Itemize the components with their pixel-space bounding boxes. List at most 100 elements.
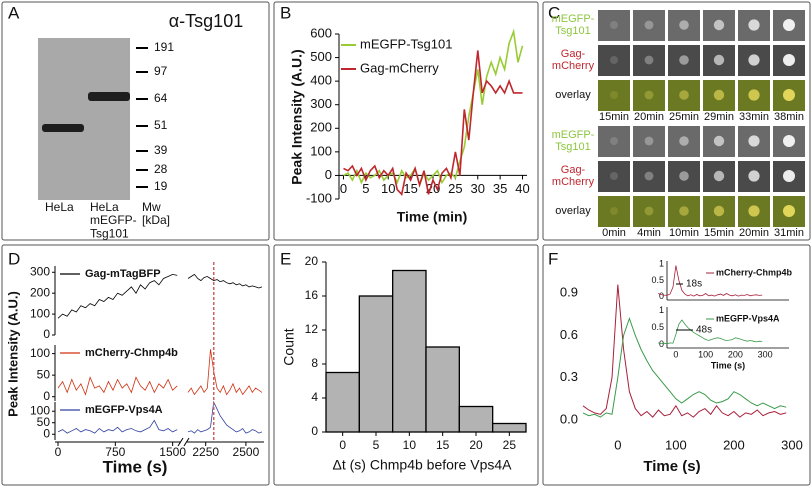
- x-tick-label: 35: [493, 181, 507, 196]
- y-tick-label: 4: [311, 390, 318, 404]
- inset-y-tick-label: 0.5: [651, 322, 664, 332]
- time-label: 0min: [602, 227, 626, 239]
- image-spot: [783, 170, 795, 182]
- image-spot: [748, 205, 760, 217]
- x-tick-label: 30: [471, 181, 485, 196]
- y-tick-label: 16: [305, 288, 319, 302]
- legend-label: mCherry-Chmp4b: [716, 267, 793, 277]
- image-spot: [644, 171, 654, 181]
- x-tick-label: 20: [469, 438, 483, 452]
- x-tick-label: 2500: [233, 445, 260, 459]
- inset-y-tick-label: 0.5: [651, 275, 664, 285]
- image-spot: [610, 91, 618, 99]
- data-line: [343, 50, 523, 196]
- image-cell: [668, 80, 700, 111]
- data-line: [57, 419, 178, 434]
- image-cell: [633, 80, 665, 111]
- image-spot: [713, 19, 725, 31]
- row-label: Gag-mCherry: [552, 48, 595, 72]
- histogram-bar: [358, 295, 394, 433]
- x-tick-label: 0: [339, 438, 346, 452]
- y-tick-label: 20: [305, 254, 319, 268]
- y-tick-label: 0.3: [560, 369, 578, 384]
- image-spot: [713, 170, 725, 182]
- x-tick-label: 10: [403, 438, 417, 452]
- image-spot: [610, 21, 618, 29]
- image-cell: [668, 196, 700, 227]
- row-label: Gag-mCherry: [552, 164, 595, 188]
- y-tick-label: 200: [30, 285, 50, 299]
- y-axis-label: Peak Intensity (A.U.): [5, 291, 20, 417]
- histogram-bar: [392, 269, 427, 433]
- image-spot: [679, 90, 689, 100]
- image-cell: [633, 126, 665, 157]
- y-tick-label: 0.6: [560, 327, 578, 342]
- y-tick-label: -100: [306, 190, 332, 205]
- image-cell: [633, 161, 665, 192]
- image-spot: [610, 207, 618, 215]
- time-label: 10min: [669, 227, 699, 239]
- panel-letter: F: [548, 249, 558, 268]
- y-tick-label: 200: [310, 120, 332, 135]
- y-tick-label: 0.9: [560, 285, 578, 300]
- image-cell: [668, 161, 700, 192]
- image-cell: [598, 80, 630, 111]
- data-line: [582, 316, 787, 418]
- image-spot: [610, 137, 618, 145]
- time-label: 29min: [704, 111, 734, 123]
- x-axis-label: Time (s): [103, 457, 168, 476]
- y-tick-label: 0: [43, 389, 50, 403]
- x-tick-label: 10: [381, 181, 395, 196]
- data-line: [658, 319, 763, 345]
- time-label: 31min: [774, 227, 804, 239]
- data-line: [343, 28, 524, 188]
- data-line: [187, 349, 263, 396]
- blot-band: [42, 124, 84, 132]
- image-spot: [644, 20, 654, 30]
- x-axis-label: Δt (s) Chmp4b before Vps4A: [333, 457, 513, 473]
- panel-letter: C: [548, 3, 560, 22]
- row-label: mEGFP-Tsg101: [552, 13, 595, 37]
- x-tick-label: 0: [55, 445, 62, 459]
- inset-x-tick-label: 0: [673, 349, 678, 359]
- x-tick-label: 100: [665, 437, 687, 452]
- y-tick-label: 50: [37, 415, 51, 429]
- panel-frame: [273, 1, 539, 241]
- panel-letter: B: [280, 3, 291, 22]
- image-spot: [748, 19, 760, 31]
- data-line: [57, 376, 178, 396]
- y-tick-label: 50: [37, 367, 51, 381]
- image-spot: [679, 55, 689, 65]
- image-cell: [633, 45, 665, 76]
- image-spot: [713, 135, 725, 147]
- x-tick-label: 750: [105, 445, 125, 459]
- image-spot: [644, 90, 654, 100]
- image-cell: [668, 10, 700, 41]
- lane-label: HeLa: [45, 200, 74, 214]
- image-cell: [633, 10, 665, 41]
- marker-label: 28: [154, 162, 168, 176]
- marker-label: 19: [154, 179, 168, 193]
- marker-label: 191: [154, 40, 174, 54]
- image-spot: [610, 172, 618, 180]
- time-label: 20min: [634, 111, 664, 123]
- annotation: 18s: [686, 279, 702, 290]
- time-label: 25min: [669, 111, 699, 123]
- image-spot: [679, 206, 689, 216]
- inset-y-tick-label: 0: [659, 291, 664, 301]
- x-tick-label: 1500: [159, 445, 186, 459]
- image-spot: [748, 170, 760, 182]
- image-cell: [668, 45, 700, 76]
- time-label: 4min: [637, 227, 661, 239]
- time-label: 15min: [599, 111, 629, 123]
- row-label: overlay: [555, 205, 591, 217]
- x-tick-label: 40: [515, 181, 529, 196]
- image-spot: [783, 54, 795, 66]
- image-spot: [748, 54, 760, 66]
- image-spot: [748, 89, 760, 101]
- image-spot: [783, 19, 795, 31]
- data-line: [187, 400, 263, 434]
- image-spot: [713, 205, 725, 217]
- x-tick-label: 2250: [192, 445, 219, 459]
